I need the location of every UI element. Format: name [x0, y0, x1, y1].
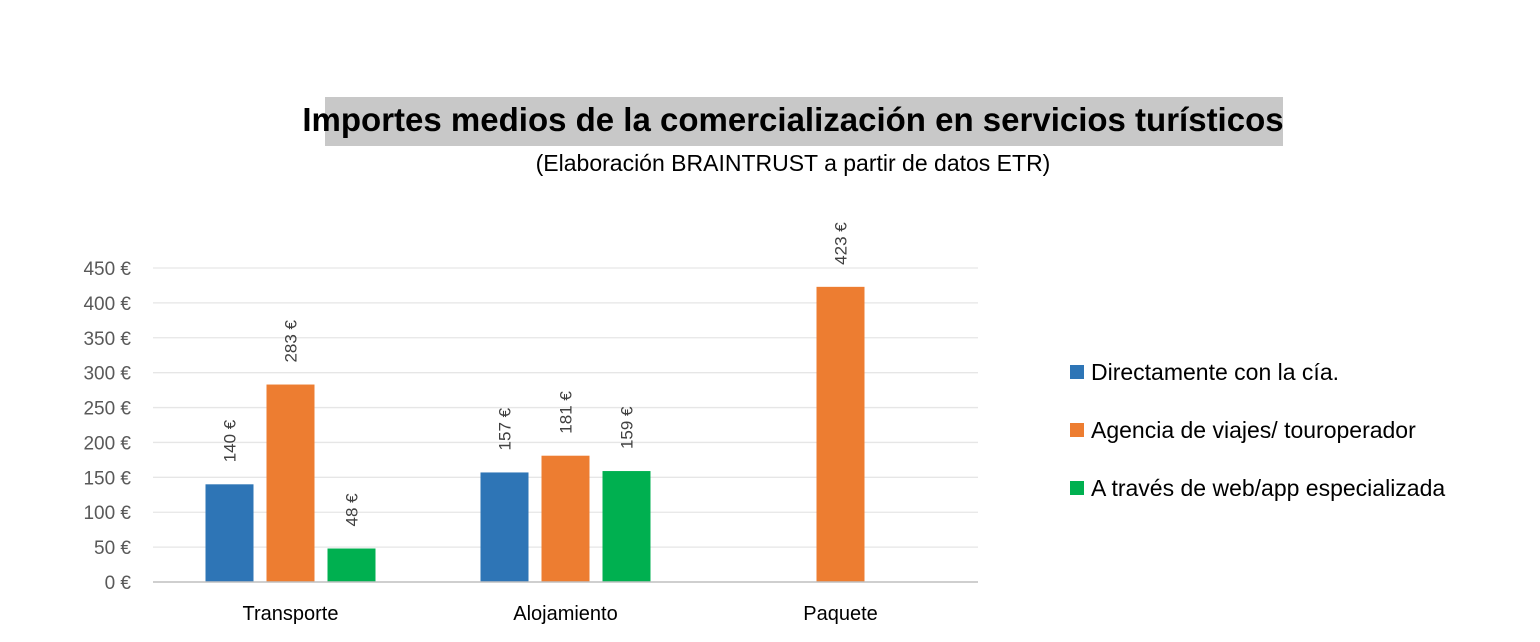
data-label: 423 €: [832, 222, 851, 265]
chart-title-background: [325, 97, 1283, 146]
legend-label: Directamente con la cía.: [1091, 359, 1339, 385]
legend-swatch: [1070, 365, 1084, 379]
bar: [816, 286, 865, 582]
y-tick-label: 0 €: [105, 573, 132, 594]
y-tick-label: 450 €: [83, 259, 131, 280]
chart-subtitle: (Elaboración BRAINTRUST a partir de dato…: [536, 150, 1051, 176]
legend: Directamente con la cía. Agencia de viaje…: [1070, 359, 1445, 501]
y-tick-label: 300 €: [83, 364, 131, 385]
y-tick-label: 150 €: [83, 468, 131, 489]
y-tick-label: 200 €: [83, 433, 131, 454]
data-label: 181 €: [557, 391, 576, 434]
y-tick-label: 400 €: [83, 294, 131, 315]
bar: [266, 384, 315, 582]
legend-label: A través de web/app especializada: [1091, 475, 1445, 501]
y-tick-label: 350 €: [83, 329, 131, 350]
data-label: 48 €: [343, 493, 362, 527]
data-label: 283 €: [282, 319, 301, 362]
x-tick-label: Alojamiento: [513, 603, 618, 625]
bar: [480, 472, 529, 582]
data-label: 140 €: [221, 419, 240, 462]
bar: [541, 455, 590, 582]
legend-label: Agencia de viajes/ touroperador: [1091, 417, 1416, 443]
x-tick-label: Transporte: [243, 603, 339, 625]
data-label: 157 €: [496, 407, 515, 450]
data-label: 159 €: [618, 406, 637, 449]
legend-swatch: [1070, 423, 1084, 437]
chart-title: Importes medios de la comercialización e…: [302, 101, 1283, 138]
y-tick-label: 100 €: [83, 503, 131, 524]
y-tick-label: 50 €: [94, 538, 131, 559]
bar: [327, 548, 376, 582]
y-tick-label: 250 €: [83, 399, 131, 420]
bar: [602, 471, 651, 582]
bar: [205, 484, 254, 582]
plot-area: 0 € 50 € 100 € 150 € 200 € 250 € 300 € 350 € 400…: [83, 222, 978, 625]
legend-swatch: [1070, 481, 1084, 495]
x-tick-label: Paquete: [803, 603, 878, 625]
